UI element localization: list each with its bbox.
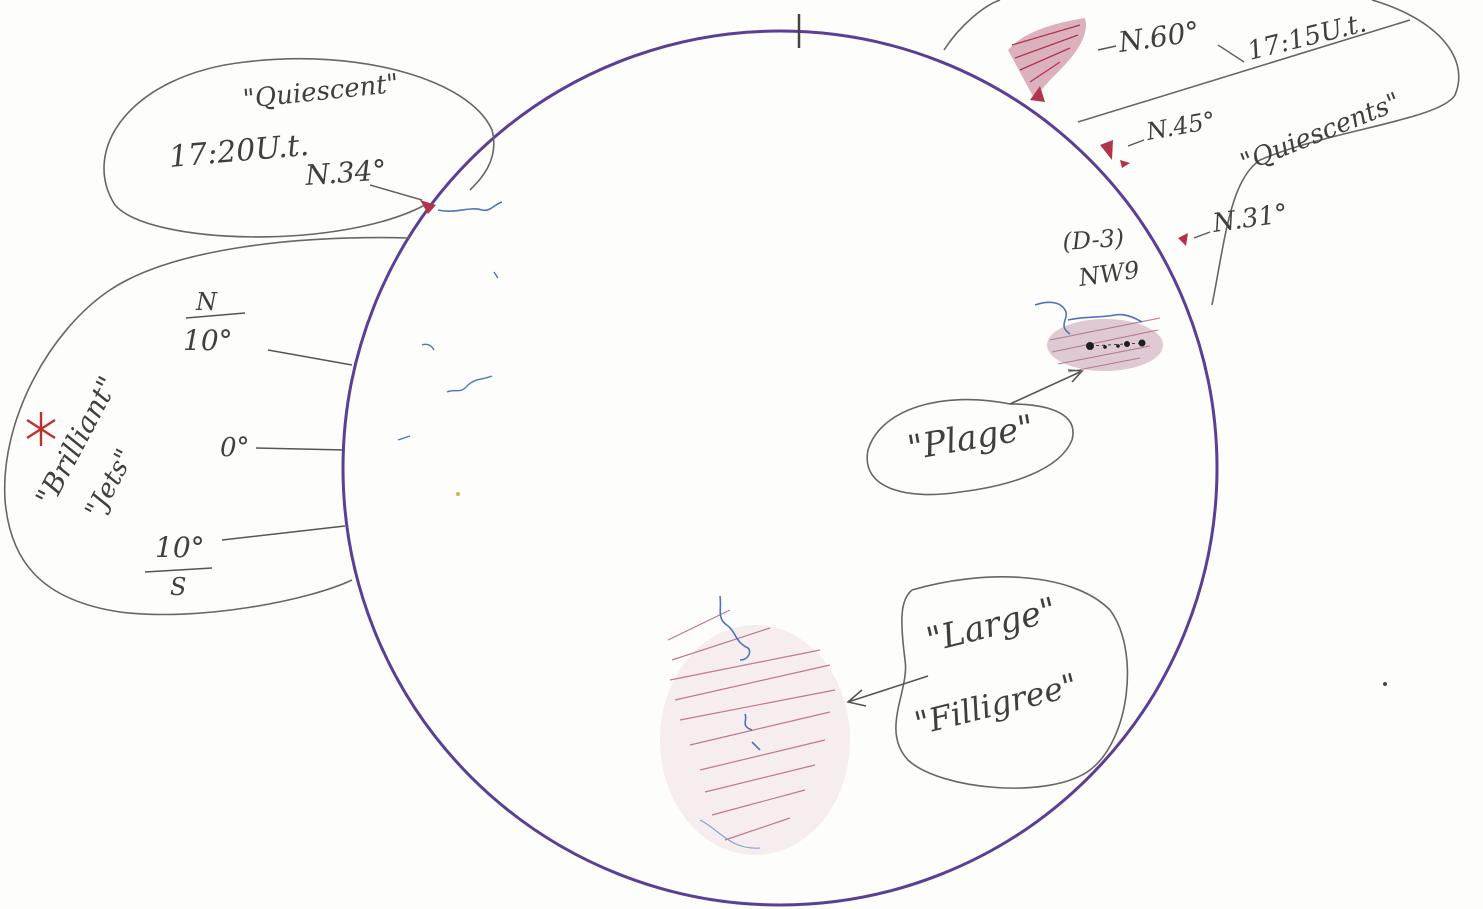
filligree-region <box>660 595 850 855</box>
n31-pointer <box>1193 231 1211 239</box>
plage-label: "Plage" <box>905 407 1037 468</box>
quiescent-left-balloon <box>103 57 495 238</box>
n60-pointer <box>1097 45 1117 51</box>
scale-s-label: S <box>170 573 186 601</box>
right-balloon-divider <box>1077 19 1411 123</box>
prominence-n60 <box>1008 18 1086 102</box>
filament-n34 <box>437 201 503 212</box>
small-filaments <box>397 271 499 441</box>
time-left-label: 17:20U.t. <box>168 128 311 175</box>
scale-s10-line <box>221 525 346 541</box>
scale-s-overline <box>144 567 213 573</box>
n34-pointer <box>369 184 423 201</box>
lat-n45-label: N.45° <box>1143 106 1217 146</box>
n45-pointer <box>1127 139 1145 147</box>
scale-n10-line <box>267 349 353 366</box>
filament-near-plage <box>1034 301 1143 335</box>
time-right-label: 17:15U.t. <box>1244 8 1369 66</box>
large-label: "Large" <box>923 590 1061 661</box>
filligree-arrow-line <box>847 675 929 703</box>
prominence-n34 <box>420 200 436 214</box>
sunspot-group <box>1086 339 1146 350</box>
stray-mark <box>1383 682 1387 686</box>
jets-label: "Jets" <box>80 444 141 523</box>
n60-divider-link <box>1217 44 1245 63</box>
filligree-arrow-head <box>846 689 867 707</box>
quiescent-right-balloon <box>943 0 1460 306</box>
region-code-label: (D-3) <box>1061 224 1125 256</box>
scale-n-label: N <box>195 288 218 316</box>
plage-balloon <box>866 398 1074 496</box>
solar-disk <box>341 29 1219 907</box>
region-class-label: NW9 <box>1076 256 1141 292</box>
quiescent-right-label: "Quiescents" <box>1236 87 1404 178</box>
filligree-label: "Filligree" <box>911 666 1081 743</box>
filligree-balloon <box>895 576 1129 789</box>
prominence-n45 <box>1100 140 1130 168</box>
plage-region <box>1047 317 1163 373</box>
brilliant-asterisk-icon <box>26 412 56 446</box>
scale-zero-label: 0° <box>220 433 250 463</box>
quiescent-left-label: "Quiescent" <box>242 69 400 115</box>
scale-zero-line <box>255 447 346 451</box>
plage-arrow-line <box>1009 371 1081 405</box>
lat-n31-label: N.31° <box>1210 199 1290 239</box>
scale-n10-label: 10° <box>183 324 233 357</box>
scale-n-underline <box>185 312 246 319</box>
scale-s10-label: 10° <box>155 531 205 564</box>
lat-n60-label: N.60° <box>1115 15 1201 59</box>
small-yellow-dot <box>456 492 460 496</box>
prominence-n31 <box>1178 233 1188 246</box>
brilliant-jets-balloon <box>3 236 411 616</box>
plage-arrow-head <box>1067 369 1084 383</box>
